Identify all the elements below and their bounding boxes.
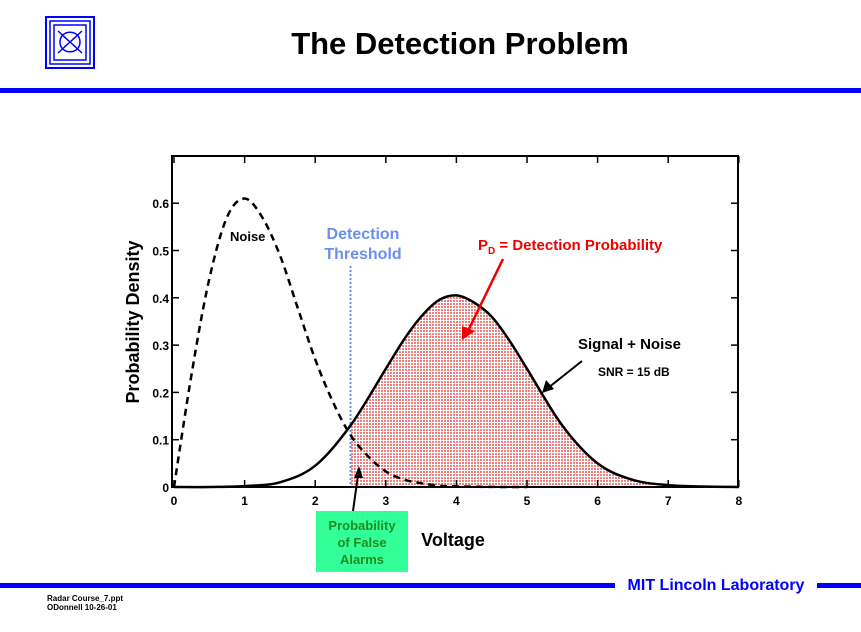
y-axis-label: Probability Density — [123, 240, 143, 403]
false-alarm-label-line3: Alarms — [340, 552, 384, 567]
x-tick-label: 1 — [241, 494, 248, 508]
bottom-divider-left — [0, 583, 615, 588]
y-tick-label: 0 — [162, 481, 169, 495]
signal-arrowhead — [542, 380, 554, 393]
y-tick-label: 0.2 — [152, 386, 169, 400]
top-divider — [0, 88, 861, 93]
x-tick-label: 2 — [312, 494, 319, 508]
false-alarm-label-line2: of False — [337, 535, 386, 550]
x-tick-label: 7 — [665, 494, 672, 508]
threshold-label-line1: Detection — [327, 226, 400, 243]
pd-label-text: = Detection Probability — [495, 237, 663, 254]
x-tick-label: 3 — [382, 494, 389, 508]
x-tick-label: 4 — [453, 494, 460, 508]
snr-label: SNR = 15 dB — [598, 365, 670, 379]
threshold-label-line2: Threshold — [324, 246, 401, 263]
noise-label: Noise — [230, 229, 265, 244]
y-tick-label: 0.4 — [152, 292, 169, 306]
false-alarm-arrowhead — [354, 466, 363, 478]
detection-probability-area — [350, 295, 739, 487]
footer-author-date: ODonnell 10-26-01 — [47, 603, 117, 612]
signal-noise-label: Signal + Noise — [578, 336, 681, 353]
footer-filename: Radar Course_7.ppt — [47, 594, 124, 603]
false-alarm-label-line1: Probability — [328, 518, 396, 533]
false-alarm-arrow — [352, 474, 359, 512]
signal-noise-curve — [173, 294, 739, 489]
pd-label: PD = Detection Probability — [478, 237, 663, 257]
slide-title: The Detection Problem — [291, 26, 629, 61]
mit-ll-logo-icon — [45, 16, 95, 69]
pd-label-subscript: D — [488, 246, 495, 257]
lab-name: MIT Lincoln Laboratory — [627, 577, 805, 594]
y-tick-label: 0.3 — [152, 339, 169, 353]
y-tick-label: 0.5 — [152, 245, 169, 259]
y-tick-label: 0.1 — [152, 434, 169, 448]
false-alarm-box — [316, 511, 408, 572]
x-tick-label: 6 — [594, 494, 601, 508]
pd-label-prefix: P — [478, 237, 488, 254]
x-tick-label: 0 — [171, 494, 178, 508]
signal-arrow — [547, 360, 583, 389]
x-axis-label: Voltage — [421, 530, 485, 550]
pd-arrow — [465, 258, 505, 334]
footer: Radar Course_7.ppt ODonnell 10-26-01 — [47, 594, 123, 612]
plot-frame — [171, 155, 739, 488]
pd-arrowhead — [462, 326, 475, 340]
y-tick-label: 0.6 — [152, 197, 169, 211]
bottom-divider-right — [817, 583, 861, 588]
x-tick-label: 8 — [735, 494, 742, 508]
x-tick-label: 5 — [524, 494, 531, 508]
